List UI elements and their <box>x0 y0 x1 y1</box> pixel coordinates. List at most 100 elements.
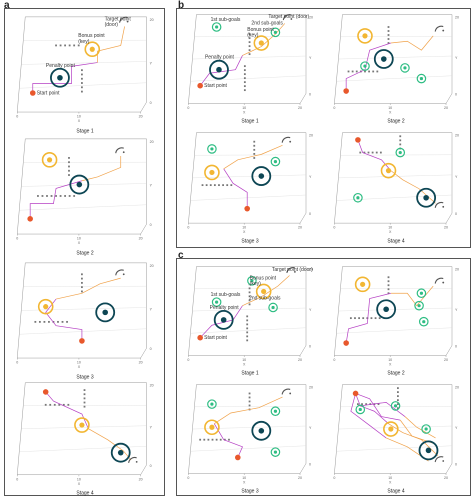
obstacle-block <box>226 184 229 187</box>
x-tick-label: 10 <box>388 226 392 230</box>
x-axis-label: X <box>389 362 392 366</box>
y-axis-label: Y <box>455 308 458 312</box>
grid-line <box>190 327 307 334</box>
obstacle-block <box>77 44 80 47</box>
obstacle-block <box>68 44 71 47</box>
obstacle-block <box>81 82 83 84</box>
obstacle-block <box>379 151 382 154</box>
obstacle-block <box>248 37 251 40</box>
grid-line <box>194 154 307 156</box>
axis-y <box>299 93 307 104</box>
stage-svg: 0 10 20 X Y 20 0 Stage 3 <box>16 262 154 380</box>
panel-letter-a: a <box>4 0 10 11</box>
label-bonus: Bonus point <box>78 33 105 39</box>
start-point <box>352 390 359 397</box>
y-tick-label: 0 <box>455 92 457 96</box>
label-penalty: Penalty point <box>205 55 235 61</box>
y-axis-label: Y <box>150 426 153 430</box>
trajectory-early <box>345 42 391 92</box>
penalty-dot <box>220 317 227 323</box>
penalty-dot <box>117 449 124 456</box>
axis-back <box>342 132 453 214</box>
obstacle-block <box>387 38 390 40</box>
bonus-dot <box>261 288 267 295</box>
bonus-dot <box>209 424 215 430</box>
obstacle-block <box>372 70 375 73</box>
obstacle-block <box>61 320 64 323</box>
subgoal-dot <box>419 76 424 81</box>
obstacle-block <box>243 77 246 80</box>
obstacle-block <box>81 69 83 72</box>
grid-line <box>23 39 147 41</box>
stage-plot-a1: 0 10 20 X Y 20 0 Target point (door) Bonus point(… <box>8 12 162 134</box>
obstacle-block <box>387 34 390 36</box>
label-second-subgoals: 2nd sub-goals <box>249 295 281 301</box>
target-door-arc <box>434 25 444 32</box>
z-tick-label: 20 <box>150 384 154 388</box>
x-tick-label: 0 <box>333 358 335 362</box>
subgoal-ring <box>360 61 370 71</box>
target-point <box>122 151 125 154</box>
stage-plot-b3: 0 10 20 X Y 20 0 Stage 3 <box>180 128 320 244</box>
label-first-subgoals: 1st sub-goals <box>211 17 241 23</box>
label-start: Start point <box>204 83 227 89</box>
trajectory-alt-1-early <box>350 393 387 439</box>
x-tick-label: 20 <box>139 361 143 365</box>
x-tick-label: 0 <box>187 226 189 230</box>
obstacle-block <box>358 317 360 320</box>
grid-line <box>23 405 147 406</box>
obstacle-block <box>53 403 56 406</box>
y-tick-label: 0 <box>150 101 152 105</box>
axis-z <box>188 266 197 356</box>
y-axis-label: Y <box>309 426 312 430</box>
subgoal-ring <box>207 144 217 154</box>
obstacle-block <box>253 157 256 159</box>
trajectory-early <box>199 305 243 338</box>
subgoal-dot <box>424 427 428 431</box>
grid-line <box>336 445 453 452</box>
start-point <box>197 334 203 341</box>
target-point <box>289 392 292 395</box>
obstacle-block <box>83 393 86 396</box>
z-tick-label: 20 <box>455 134 459 138</box>
trajectory-alt-2-late <box>404 416 436 439</box>
target-door-arc <box>434 277 444 284</box>
obstacle-block <box>246 331 249 334</box>
x-tick-label: 10 <box>242 106 246 110</box>
trajectory-alt-0-early <box>355 393 401 421</box>
obstacle-block <box>213 184 216 187</box>
grid-line <box>190 75 307 82</box>
obstacle-block <box>367 151 370 154</box>
subgoal-dot <box>215 25 219 29</box>
x-tick-label: 10 <box>388 358 392 362</box>
subgoal-ring <box>270 447 281 457</box>
x-tick-label: 20 <box>139 115 143 119</box>
x-tick-label: 20 <box>444 476 448 480</box>
x-tick-label: 20 <box>444 358 448 362</box>
obstacle-block <box>83 389 86 391</box>
stage-caption: Stage 4 <box>387 239 404 245</box>
bonus-ring <box>204 164 220 181</box>
x-tick-label: 10 <box>77 361 81 365</box>
obstacle-block <box>248 291 251 294</box>
bonus-ring <box>41 152 58 168</box>
subgoal-ring <box>211 22 222 32</box>
penalty-ring <box>95 302 116 323</box>
label-target: Target point (door) <box>272 267 313 273</box>
stage-svg: 0 10 20 X Y 20 0 Stage 2 <box>16 138 154 256</box>
obstacle-block <box>248 392 251 395</box>
grid-line <box>336 75 453 82</box>
y-axis-label: Y <box>309 56 312 60</box>
obstacle-block <box>68 174 70 176</box>
obstacle-block <box>44 403 47 406</box>
obstacle-block <box>68 161 70 164</box>
obstacle-block <box>246 323 249 326</box>
target-door-arc <box>119 16 128 23</box>
y-axis-label: Y <box>309 175 312 179</box>
axis-back <box>196 266 307 346</box>
stage-svg: 0 10 20 X Y 20 0 Stage 4 <box>333 384 459 494</box>
obstacle-block <box>243 85 246 88</box>
axis-z <box>334 14 343 104</box>
bonus-dot <box>385 168 392 174</box>
grid-line <box>338 55 453 60</box>
